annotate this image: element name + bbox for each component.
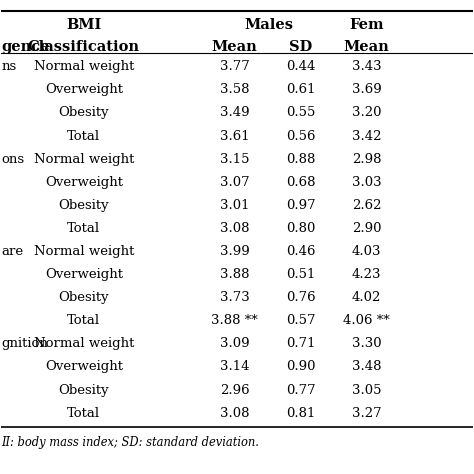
Text: Total: Total — [67, 407, 100, 419]
Text: 3.99: 3.99 — [220, 245, 249, 258]
Text: Obesity: Obesity — [59, 199, 109, 212]
Text: 3.27: 3.27 — [352, 407, 382, 419]
Text: 4.02: 4.02 — [352, 291, 381, 304]
Text: 3.30: 3.30 — [352, 337, 382, 350]
Text: 0.46: 0.46 — [286, 245, 315, 258]
Text: 3.08: 3.08 — [220, 222, 249, 235]
Text: 0.97: 0.97 — [286, 199, 315, 212]
Text: 0.56: 0.56 — [286, 129, 315, 143]
Text: 3.42: 3.42 — [352, 129, 382, 143]
Text: Classification: Classification — [28, 40, 140, 54]
Text: 0.44: 0.44 — [286, 60, 315, 73]
Text: 2.96: 2.96 — [220, 383, 249, 397]
Text: ons: ons — [1, 153, 25, 165]
Text: 3.49: 3.49 — [220, 107, 249, 119]
Text: SD: SD — [289, 40, 312, 54]
Text: 3.77: 3.77 — [220, 60, 249, 73]
Text: 3.88 **: 3.88 ** — [211, 314, 258, 327]
Text: 3.48: 3.48 — [352, 360, 382, 374]
Text: 0.51: 0.51 — [286, 268, 315, 281]
Text: 3.09: 3.09 — [220, 337, 249, 350]
Text: 2.90: 2.90 — [352, 222, 382, 235]
Text: Obesity: Obesity — [59, 291, 109, 304]
Text: 3.88: 3.88 — [220, 268, 249, 281]
Text: 4.03: 4.03 — [352, 245, 382, 258]
Text: 0.55: 0.55 — [286, 107, 315, 119]
Text: II: body mass index; SD: standard deviation.: II: body mass index; SD: standard deviat… — [1, 436, 259, 449]
Text: Males: Males — [244, 18, 293, 32]
Text: are: are — [1, 245, 24, 258]
Text: 3.61: 3.61 — [220, 129, 249, 143]
Text: 3.58: 3.58 — [220, 83, 249, 96]
Text: Overweight: Overweight — [45, 176, 123, 189]
Text: 2.62: 2.62 — [352, 199, 382, 212]
Text: 3.05: 3.05 — [352, 383, 382, 397]
Text: 3.07: 3.07 — [220, 176, 249, 189]
Text: Total: Total — [67, 314, 100, 327]
Text: 3.43: 3.43 — [352, 60, 382, 73]
Text: BMI: BMI — [66, 18, 101, 32]
Text: 0.61: 0.61 — [286, 83, 315, 96]
Text: 3.73: 3.73 — [220, 291, 249, 304]
Text: 3.20: 3.20 — [352, 107, 382, 119]
Text: Fem: Fem — [349, 18, 384, 32]
Text: 3.03: 3.03 — [352, 176, 382, 189]
Text: Mean: Mean — [212, 40, 257, 54]
Text: Obesity: Obesity — [59, 383, 109, 397]
Text: Total: Total — [67, 129, 100, 143]
Text: 2.98: 2.98 — [352, 153, 382, 165]
Text: 0.76: 0.76 — [286, 291, 315, 304]
Text: 0.88: 0.88 — [286, 153, 315, 165]
Text: 0.68: 0.68 — [286, 176, 315, 189]
Text: 0.81: 0.81 — [286, 407, 315, 419]
Text: Normal weight: Normal weight — [34, 60, 134, 73]
Text: Overweight: Overweight — [45, 268, 123, 281]
Text: 3.14: 3.14 — [220, 360, 249, 374]
Text: Mean: Mean — [344, 40, 390, 54]
Text: 0.71: 0.71 — [286, 337, 315, 350]
Text: 0.77: 0.77 — [286, 383, 315, 397]
Text: 3.15: 3.15 — [220, 153, 249, 165]
Text: Overweight: Overweight — [45, 360, 123, 374]
Text: Normal weight: Normal weight — [34, 245, 134, 258]
Text: gnition: gnition — [1, 337, 48, 350]
Text: 4.06 **: 4.06 ** — [343, 314, 390, 327]
Text: 0.80: 0.80 — [286, 222, 315, 235]
Text: Total: Total — [67, 222, 100, 235]
Text: 0.57: 0.57 — [286, 314, 315, 327]
Text: gence: gence — [1, 40, 50, 54]
Text: 3.69: 3.69 — [352, 83, 382, 96]
Text: Normal weight: Normal weight — [34, 337, 134, 350]
Text: 4.23: 4.23 — [352, 268, 382, 281]
Text: ns: ns — [1, 60, 17, 73]
Text: Obesity: Obesity — [59, 107, 109, 119]
Text: 3.01: 3.01 — [220, 199, 249, 212]
Text: 0.90: 0.90 — [286, 360, 315, 374]
Text: Normal weight: Normal weight — [34, 153, 134, 165]
Text: 3.08: 3.08 — [220, 407, 249, 419]
Text: Overweight: Overweight — [45, 83, 123, 96]
